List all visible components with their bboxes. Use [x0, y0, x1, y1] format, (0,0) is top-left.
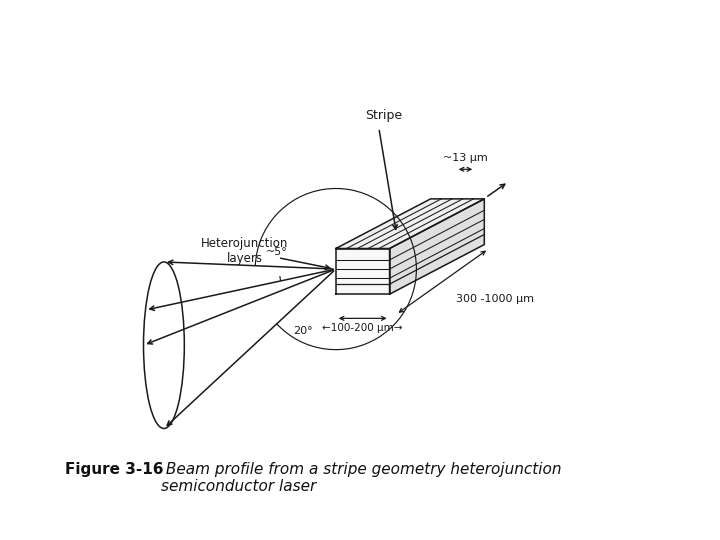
- Polygon shape: [336, 248, 390, 294]
- Text: Beam profile from a stripe geometry heterojunction
semiconductor laser: Beam profile from a stripe geometry hete…: [161, 462, 561, 494]
- Text: ~13 μm: ~13 μm: [443, 153, 488, 163]
- Text: 300 -1000 μm: 300 -1000 μm: [456, 294, 534, 304]
- Text: Stripe: Stripe: [366, 109, 402, 122]
- Polygon shape: [390, 199, 485, 294]
- Text: ←100-200 μm→: ←100-200 μm→: [323, 322, 403, 333]
- Text: ~5°: ~5°: [266, 247, 288, 257]
- Polygon shape: [336, 199, 485, 248]
- Text: Heterojunction
layers: Heterojunction layers: [201, 237, 288, 265]
- Text: 20°: 20°: [293, 326, 312, 336]
- Text: Figure 3-16: Figure 3-16: [65, 462, 163, 477]
